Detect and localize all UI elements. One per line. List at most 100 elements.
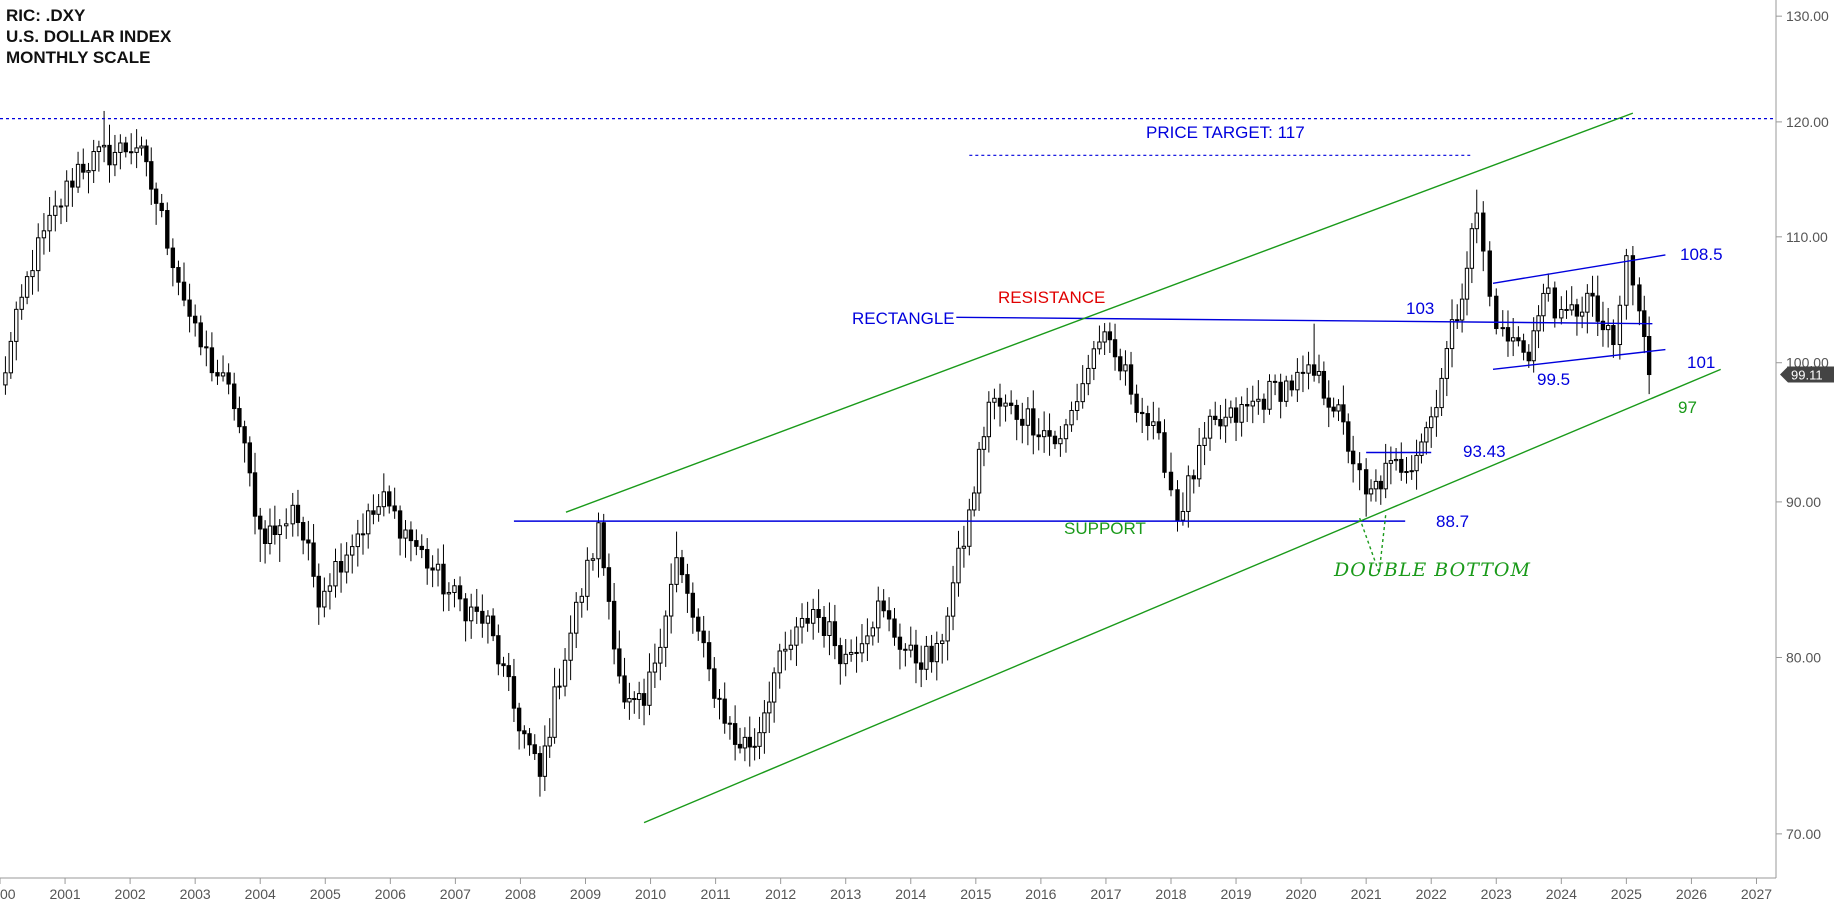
candle-body (1565, 309, 1568, 310)
candle-body (404, 530, 407, 538)
y-axis-ticks: 70.0080.0090.00100.00110.00120.00130.00 (1776, 8, 1829, 842)
candle-body (491, 616, 494, 636)
candle-body (4, 373, 7, 385)
candle-body (182, 282, 185, 300)
candle-body (1032, 409, 1035, 435)
candle-body (1470, 229, 1473, 269)
candle-body (1092, 349, 1095, 369)
y-tick-label: 80.00 (1786, 649, 1821, 665)
candle-body (893, 619, 896, 637)
candle-body (1163, 433, 1166, 473)
candle-body (188, 300, 191, 316)
candle-body (1575, 305, 1578, 316)
candle-body (998, 398, 1001, 406)
candle-body (866, 636, 869, 644)
candle-body (1135, 394, 1138, 412)
candle-body (558, 686, 561, 687)
candle-body (871, 628, 874, 636)
candle-body (1638, 285, 1641, 311)
candle-body (1358, 464, 1361, 470)
candle-body (1129, 365, 1132, 394)
candle-body (409, 530, 412, 541)
candle-body (1021, 419, 1024, 425)
candle-body (1547, 288, 1550, 293)
candle-body (602, 523, 605, 568)
candle-body (1435, 408, 1438, 417)
candle-body (1337, 405, 1340, 411)
candle-body (1342, 405, 1345, 422)
candle-body (1053, 436, 1056, 444)
candle-body (317, 576, 320, 607)
candle-body (1075, 402, 1078, 411)
candle-body (1332, 407, 1335, 411)
candle-body (82, 164, 85, 172)
candle-body (1192, 476, 1195, 479)
candle-body (733, 724, 736, 745)
resistance-label: RESISTANCE (998, 288, 1105, 307)
candle-body (377, 507, 380, 515)
candle-body (1108, 332, 1111, 340)
candle-body (538, 754, 541, 777)
candle-body (1400, 459, 1403, 472)
candle-body (664, 616, 667, 647)
candle-body (968, 510, 971, 546)
candle-body (1612, 326, 1615, 345)
candle-body (987, 402, 990, 436)
candle-body (1430, 417, 1433, 428)
candle-body (356, 534, 359, 547)
candle-body (1420, 442, 1423, 455)
candle-body (909, 645, 912, 650)
candle-body (919, 663, 922, 669)
candle-body (1596, 296, 1599, 321)
candle-body (1586, 293, 1589, 312)
candle-body (1580, 312, 1583, 316)
candle-body (612, 601, 615, 649)
candle-body (653, 663, 656, 672)
candle-body (1647, 337, 1650, 375)
last-price-value: 99.11 (1791, 368, 1823, 383)
x-axis-ticks: 2000200120022003200420052006200720082009… (0, 878, 1772, 902)
candle-body (238, 409, 241, 427)
candle-body (768, 702, 771, 713)
x-tick-label: 2016 (1025, 886, 1056, 902)
candle-body (15, 309, 18, 341)
candle-body (1279, 382, 1282, 401)
candle-body (887, 611, 890, 619)
candle-body (1273, 381, 1276, 382)
candle-body (1364, 470, 1367, 494)
candle-body (543, 746, 546, 776)
candle-body (307, 540, 310, 543)
candle-body (1229, 408, 1232, 417)
candle-body (753, 746, 756, 747)
candle-body (372, 511, 375, 514)
candle-body (150, 162, 153, 189)
candle-body (553, 687, 556, 737)
y-tick-label: 110.00 (1786, 229, 1828, 245)
rectangle-label: RECTANGLE (852, 309, 955, 328)
candle-body (1591, 293, 1594, 296)
candle-body (637, 694, 640, 700)
candle-body (92, 152, 95, 171)
candle-body (1347, 422, 1350, 451)
x-tick-label: 2013 (830, 886, 861, 902)
candle-body (1527, 352, 1530, 361)
candle-body (54, 206, 57, 215)
candle-body (1532, 331, 1535, 361)
x-tick-label: 2023 (1481, 886, 1512, 902)
axis-layer (0, 0, 1776, 878)
candle-body (1070, 410, 1073, 424)
x-tick-label: 2008 (505, 886, 536, 902)
candle-body (273, 526, 276, 534)
double-bottom-label: DOUBLE BOTTOM (1333, 559, 1531, 581)
candle-body (426, 550, 429, 568)
y-tick-label: 70.00 (1786, 826, 1821, 842)
candle-body (707, 643, 710, 669)
candle-body (962, 546, 965, 548)
candle-body (1037, 435, 1040, 437)
candle-body (1059, 439, 1062, 444)
candle-body (458, 586, 461, 599)
candle-body (523, 731, 526, 734)
candle-body (97, 147, 100, 152)
candle-body (243, 427, 246, 443)
